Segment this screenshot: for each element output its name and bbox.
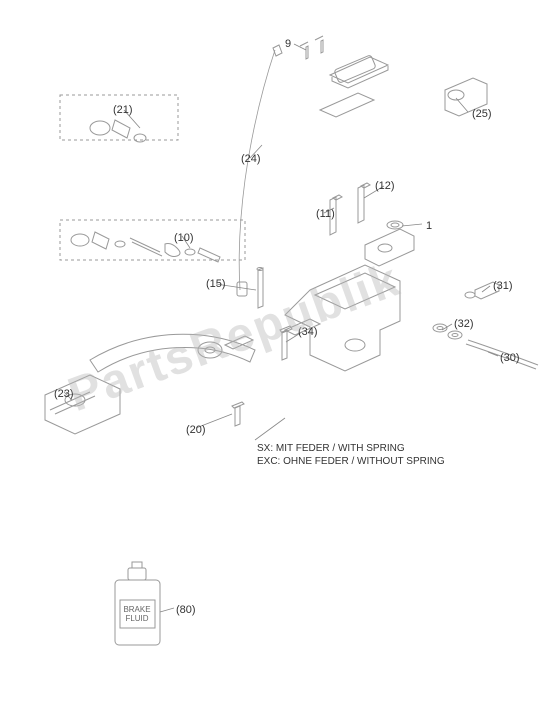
- callout-21: (21): [113, 104, 133, 116]
- callout-23: (23): [54, 388, 74, 400]
- diagram-container: 9 (21) (25) (24) (12) (11) 1 (10) (15) (…: [0, 0, 554, 711]
- parts-svg: [0, 0, 554, 711]
- callout-20: (20): [186, 424, 206, 436]
- callout-10: (10): [174, 232, 194, 244]
- callout-15: (15): [206, 278, 226, 290]
- callout-1: 1: [426, 220, 432, 232]
- callout-32: (32): [454, 318, 474, 330]
- brake-fluid-label: BRAKEFLUID: [122, 606, 152, 624]
- callout-11: (11): [316, 208, 335, 220]
- callout-30: (30): [500, 352, 520, 364]
- callout-80: (80): [176, 604, 196, 616]
- callout-9: 9: [285, 38, 291, 50]
- spring-note: SX: MIT FEDER / WITH SPRING EXC: OHNE FE…: [257, 442, 445, 468]
- callout-24: (24): [241, 153, 261, 165]
- callout-34: (34): [298, 326, 318, 338]
- callout-12: (12): [375, 180, 395, 192]
- callout-25: (25): [472, 108, 492, 120]
- callout-31: (31): [493, 280, 513, 292]
